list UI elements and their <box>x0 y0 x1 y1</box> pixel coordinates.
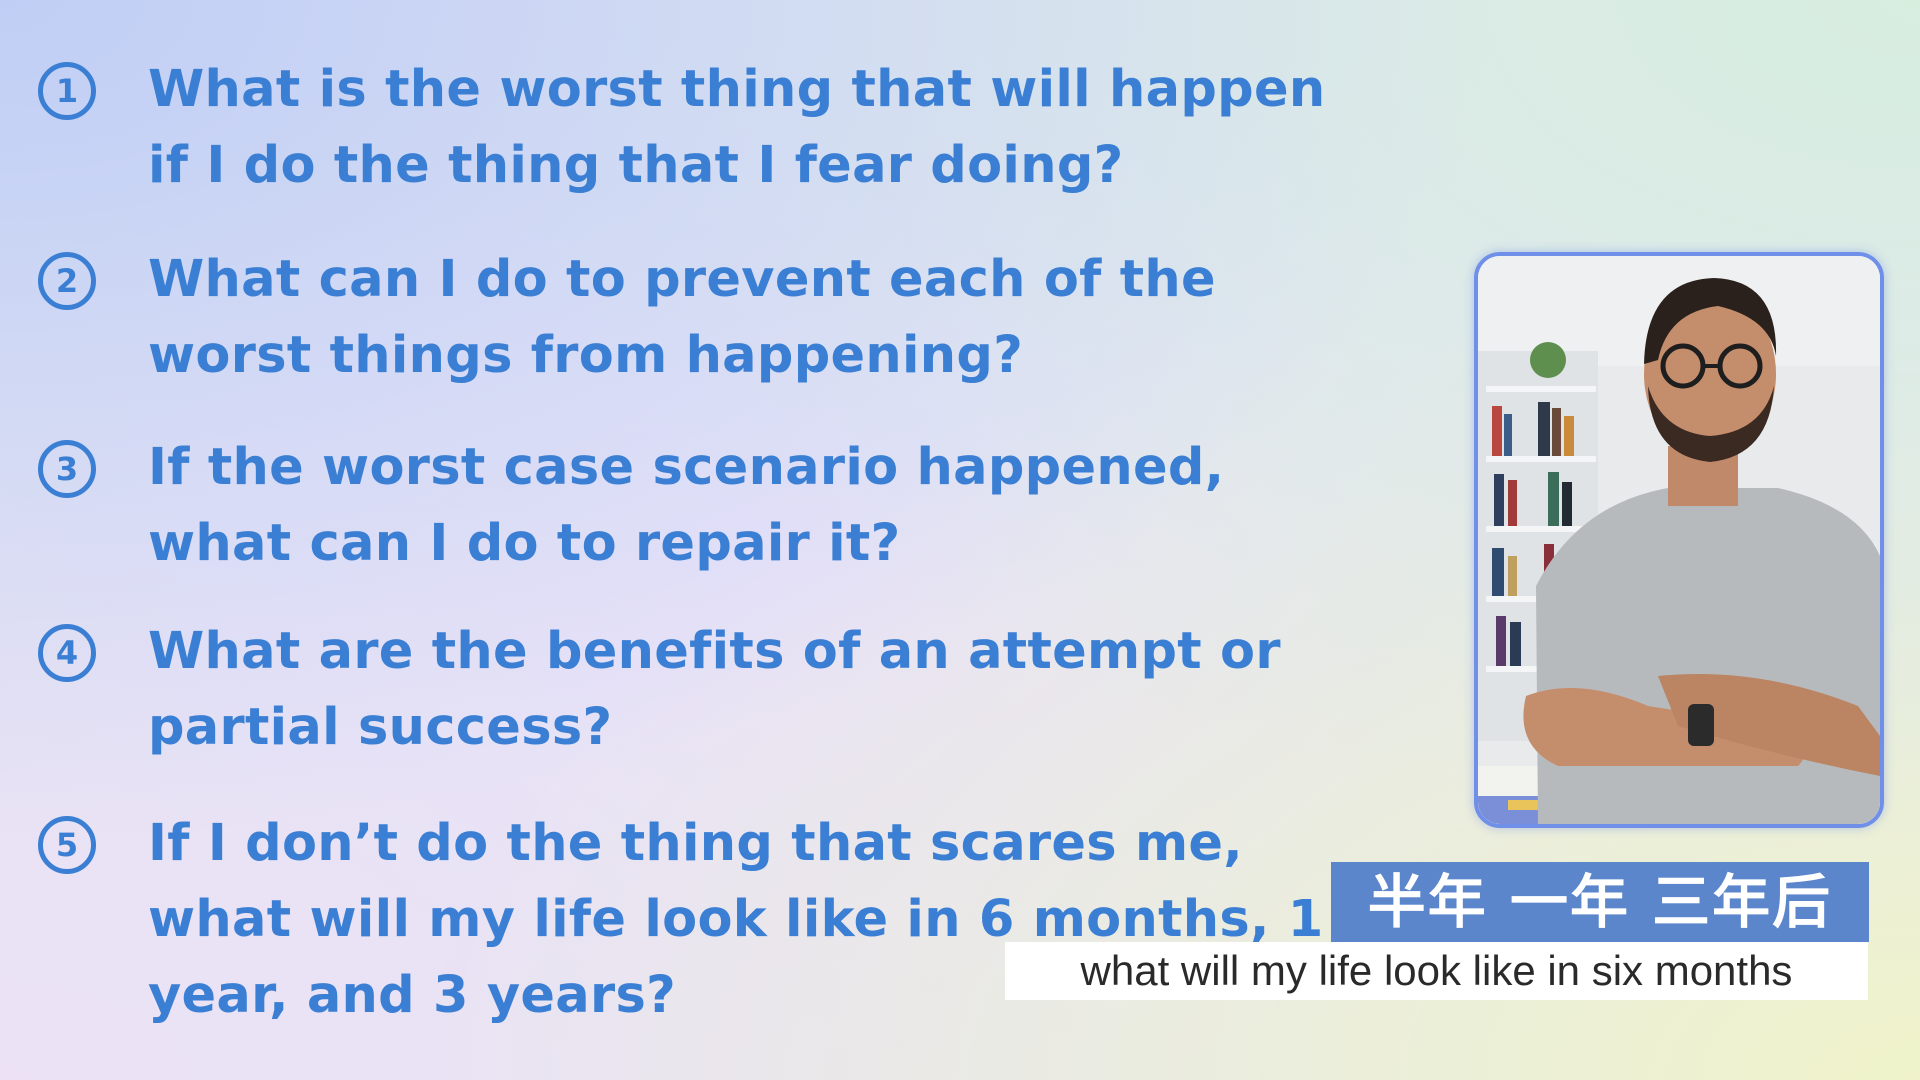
number-badge-1: 1 <box>38 62 96 120</box>
question-text-3: If the worst case scenario happened, wha… <box>148 438 1225 573</box>
subtitle-chinese: 半年 一年 三年后 <box>1331 862 1869 942</box>
question-text-4: What are the benefits of an attempt or p… <box>148 622 1281 757</box>
question-text-5: If I don’t do the thing that scares me, … <box>148 814 1324 1025</box>
subtitle-english: what will my life look like in six month… <box>1005 942 1868 1000</box>
question-text-1: What is the worst thing that will happen… <box>148 60 1326 195</box>
number-badge-4: 4 <box>38 624 96 682</box>
number-badge-3: 3 <box>38 440 96 498</box>
number-badge-2: 2 <box>38 252 96 310</box>
presenter-video <box>1474 252 1884 828</box>
presenter-image <box>1478 256 1880 824</box>
number-badge-5: 5 <box>38 816 96 874</box>
question-text-2: What can I do to prevent each of the wor… <box>148 250 1216 385</box>
question-list: 1 What is the worst thing that will happ… <box>38 0 1368 1080</box>
